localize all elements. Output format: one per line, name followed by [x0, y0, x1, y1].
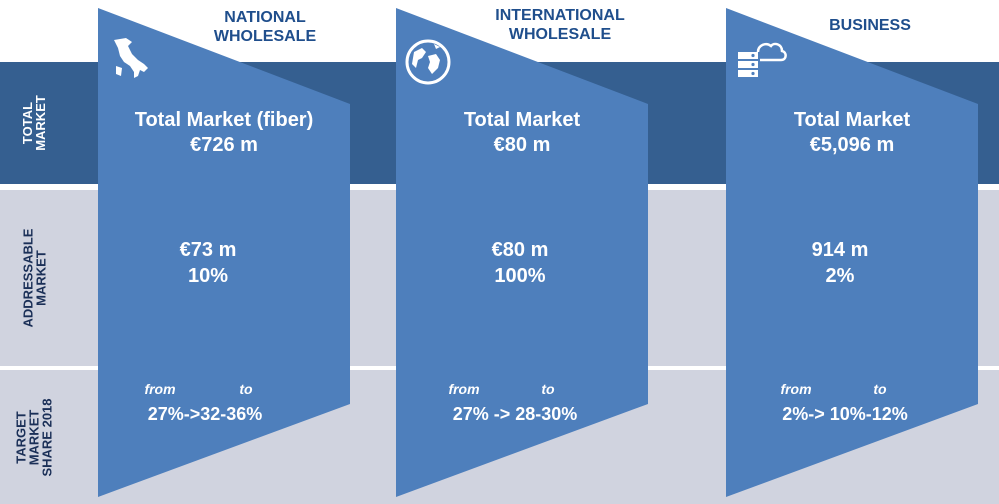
total-market-label: Total Market (fiber) [134, 109, 314, 131]
globe-icon [405, 39, 451, 85]
funnel-national-wholesale [98, 8, 350, 497]
total-market-value: €5,096 m [809, 134, 895, 156]
target-market-share-value: 27%->32-36% [147, 404, 263, 424]
funnel-international-wholesale [396, 8, 648, 497]
column-title-international-wholesale: INTERNATIONAL WHOLESALE [495, 7, 625, 43]
from-label: from [780, 381, 812, 397]
addressable-market-percent: 10% [187, 265, 229, 287]
total-market-value: €80 m [493, 134, 551, 156]
italy-map-icon [114, 38, 148, 78]
from-label: from [448, 381, 480, 397]
to-label: to [239, 381, 253, 397]
addressable-market-percent: 2% [825, 265, 855, 287]
column-title-business: BUSINESS [829, 17, 911, 34]
addressable-market-value: 914 m [811, 239, 869, 261]
total-market-value: €726 m [190, 134, 258, 156]
total-market-label: Total Market [463, 109, 581, 131]
addressable-market-value: €73 m [179, 239, 237, 261]
column-title-national-wholesale: NATIONAL WHOLESALE [213, 9, 317, 45]
total-market-label: Total Market [793, 109, 911, 131]
to-label: to [873, 381, 887, 397]
to-label: to [541, 381, 555, 397]
addressable-market-percent: 100% [494, 265, 546, 287]
from-label: from [144, 381, 176, 397]
addressable-market-value: €80 m [491, 239, 549, 261]
funnel-business [726, 8, 978, 497]
target-market-share-value: 27% -> 28-30% [452, 404, 578, 424]
target-market-share-value: 2%-> 10%-12% [782, 404, 908, 424]
cloud-server-icon [738, 42, 787, 77]
